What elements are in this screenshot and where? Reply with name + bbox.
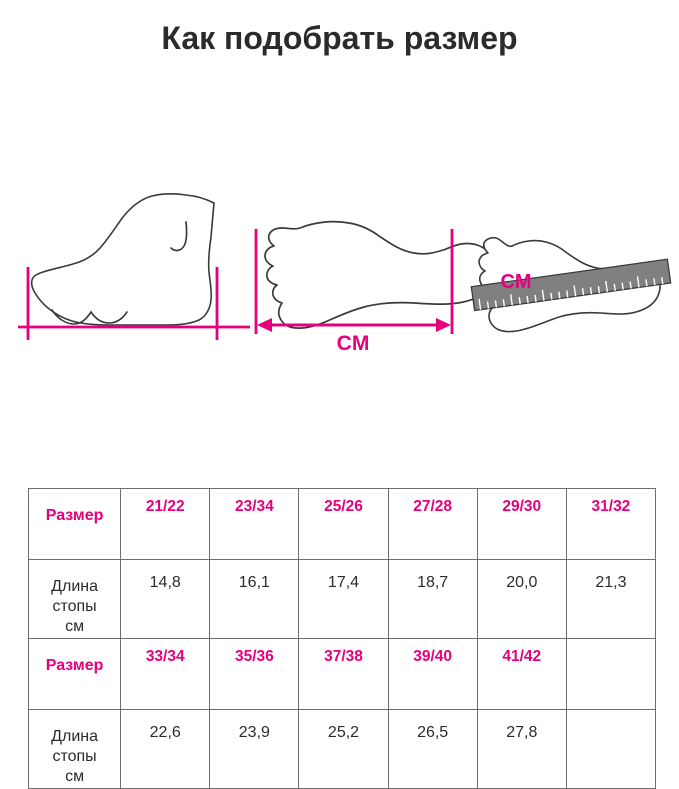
- cm-label-ruler: CM: [500, 271, 531, 293]
- page-title: Как подобрать размер: [161, 20, 518, 56]
- table-cell: 21,3: [565, 559, 657, 639]
- table-cell: 23/34: [209, 488, 300, 560]
- measure-arrowhead-right-icon: [436, 318, 451, 332]
- row-label-length-1: Длина стопы см: [27, 559, 122, 639]
- size-table: Размер 21/22 23/34 25/26 27/28 29/30 31/…: [27, 488, 657, 789]
- foot-side-sole-toes: [51, 309, 128, 325]
- table-cell: 16,1: [209, 559, 300, 639]
- foot-side-outline: [30, 193, 215, 326]
- table-cell: 37/38: [298, 638, 389, 710]
- table-cell: 17,4: [298, 559, 389, 639]
- table-cell-empty: [565, 709, 657, 789]
- table-cell: 25,2: [298, 709, 389, 789]
- table-row: Длина стопы см 14,8 16,1 17,4 18,7 20,0 2…: [27, 559, 657, 639]
- size-table-container: Размер 21/22 23/34 25/26 27/28 29/30 31/…: [27, 488, 657, 789]
- ruler-ticks: [478, 276, 664, 310]
- table-cell: 20,0: [476, 559, 567, 639]
- table-row: Размер 21/22 23/34 25/26 27/28 29/30 31/…: [27, 488, 657, 560]
- table-cell: 21/22: [120, 488, 211, 560]
- foot-side-view-illustration: [18, 193, 250, 340]
- table-cell: 22,6: [120, 709, 211, 789]
- row-label-line2: см: [65, 618, 85, 635]
- table-row: Размер 33/34 35/36 37/38 39/40 41/42: [27, 638, 657, 710]
- row-label-line1: Длина стопы: [51, 578, 98, 615]
- table-cell: 35/36: [209, 638, 300, 710]
- table-cell-empty: [565, 638, 657, 710]
- ruler-body: [470, 258, 672, 312]
- row-label-line1: Длина стопы: [51, 728, 98, 765]
- foot-top-outline: [264, 220, 497, 330]
- table-cell: 27/28: [387, 488, 478, 560]
- row-label-length-2: Длина стопы см: [27, 709, 122, 789]
- ankle-bone-icon: [170, 221, 188, 252]
- cm-label-middle: CM: [337, 332, 370, 355]
- table-cell: 25/26: [298, 488, 389, 560]
- table-cell: 26,5: [387, 709, 478, 789]
- table-cell: 41/42: [476, 638, 567, 710]
- table-row: Длина стопы см 22,6 23,9 25,2 26,5 27,8: [27, 709, 657, 789]
- table-cell: 23,9: [209, 709, 300, 789]
- table-cell: 33/34: [120, 638, 211, 710]
- table-cell: 29/30: [476, 488, 567, 560]
- row-label-line2: см: [65, 768, 85, 785]
- foot-with-ruler-illustration: CM: [470, 236, 672, 333]
- row-label-size-1: Размер: [27, 488, 122, 560]
- measure-arrowhead-left-icon: [257, 318, 272, 332]
- table-cell: 39/40: [387, 638, 478, 710]
- table-cell: 14,8: [120, 559, 211, 639]
- table-cell: 18,7: [387, 559, 478, 639]
- table-cell: 27,8: [476, 709, 567, 789]
- foot-top-view-illustration: CM: [254, 220, 497, 355]
- illustration-band: CM: [0, 160, 679, 390]
- row-label-size-2: Размер: [27, 638, 122, 710]
- table-cell: 31/32: [565, 488, 657, 560]
